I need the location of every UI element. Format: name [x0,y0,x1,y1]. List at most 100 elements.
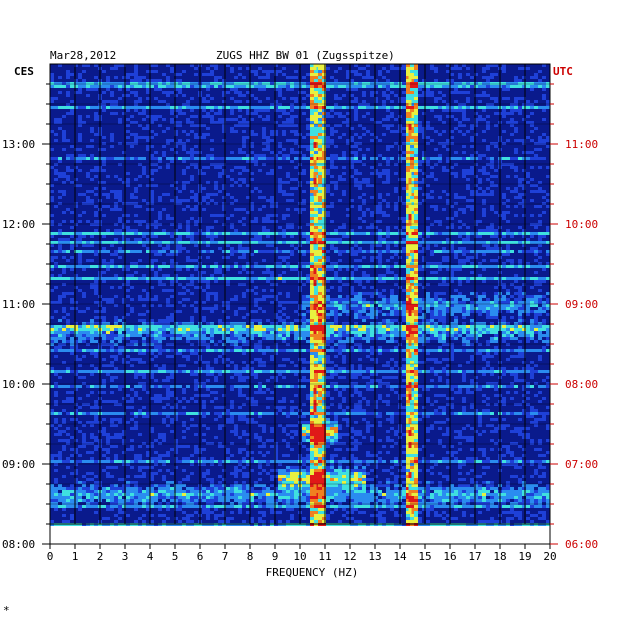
spectrogram-cell [450,298,454,301]
spectrogram-cell [270,325,274,328]
spectrogram-cell [314,202,318,205]
spectrogram-cell [250,331,254,334]
spectrogram-cell [474,106,478,109]
spectrogram-cell [450,331,454,334]
spectrogram-cell [230,241,234,244]
spectrogram-cell [246,328,250,331]
spectrogram-cell [254,187,258,190]
spectrogram-cell [426,121,430,124]
spectrogram-cell [266,136,270,139]
spectrogram-cell [166,142,170,145]
spectrogram-cell [242,181,246,184]
spectrogram-cell [522,325,526,328]
spectrogram-cell [470,166,474,169]
spectrogram-cell [302,253,306,256]
spectrogram-cell [518,106,522,109]
spectrogram-cell [238,244,242,247]
spectrogram-cell [530,328,534,331]
spectrogram-cell [322,226,326,229]
spectrogram-cell [366,85,370,88]
spectrogram-cell [114,250,118,253]
spectrogram-cell [378,265,382,268]
spectrogram-cell [338,112,342,115]
spectrogram-cell [362,256,366,259]
spectrogram-cell [130,262,134,265]
spectrogram-cell [310,85,314,88]
spectrogram-cell [342,232,346,235]
spectrogram-cell [514,322,518,325]
spectrogram-cell [450,67,454,70]
spectrogram-cell [474,193,478,196]
spectrogram-cell [310,319,314,322]
spectrogram-cell [50,334,54,337]
spectrogram-cell [422,301,426,304]
spectrogram-cell [402,64,406,67]
spectrogram-cell [514,280,518,283]
spectrogram-cell [354,106,358,109]
spectrogram-cell [202,166,206,169]
spectrogram-cell [346,325,350,328]
spectrogram-cell [502,325,506,328]
spectrogram-cell [418,307,422,310]
spectrogram-cell [506,229,510,232]
spectrogram-cell [342,151,346,154]
spectrogram-cell [154,325,158,328]
spectrogram-cell [222,82,226,85]
spectrogram-cell [134,250,138,253]
spectrogram-cell [378,196,382,199]
spectrogram-cell [414,271,418,274]
spectrogram-cell [150,106,154,109]
spectrogram-cell [266,244,270,247]
spectrogram-cell [58,232,62,235]
spectrogram-cell [274,154,278,157]
spectrogram-cell [54,310,58,313]
spectrogram-cell [430,64,434,67]
spectrogram-cell [446,82,450,85]
spectrogram-cell [122,151,126,154]
spectrogram-cell [454,118,458,121]
spectrogram-cell [222,172,226,175]
spectrogram-cell [410,265,414,268]
spectrogram-cell [346,88,350,91]
spectrogram-cell [282,241,286,244]
spectrogram-cell [430,322,434,325]
spectrogram-cell [322,214,326,217]
spectrogram-cell [446,328,450,331]
spectrogram-cell [434,325,438,328]
spectrogram-cell [326,124,330,127]
spectrogram-cell [546,298,550,301]
spectrogram-cell [90,154,94,157]
spectrogram-cell [238,151,242,154]
spectrogram-cell [230,169,234,172]
spectrogram-cell [266,328,270,331]
spectrogram-cell [170,223,174,226]
spectrogram-cell [142,274,146,277]
spectrogram-cell [362,301,366,304]
spectrogram-cell [58,241,62,244]
spectrogram-cell [490,76,494,79]
spectrogram-cell [222,124,226,127]
spectrogram-cell [330,241,334,244]
spectrogram-cell [374,226,378,229]
spectrogram-cell [130,106,134,109]
spectrogram-cell [410,253,414,256]
spectrogram-cell [118,178,122,181]
spectrogram-cell [150,172,154,175]
spectrogram-cell [86,232,90,235]
spectrogram-cell [390,277,394,280]
spectrogram-cell [290,106,294,109]
spectrogram-cell [142,127,146,130]
spectrogram-cell [382,157,386,160]
spectrogram-cell [382,124,386,127]
spectrogram-cell [530,250,534,253]
spectrogram-cell [182,232,186,235]
spectrogram-cell [242,124,246,127]
spectrogram-cell [326,256,330,259]
spectrogram-cell [230,97,234,100]
spectrogram-cell [58,319,62,322]
spectrogram-cell [162,331,166,334]
spectrogram-cell [114,64,118,67]
spectrogram-cell [542,133,546,136]
spectrogram-cell [226,91,230,94]
spectrogram-cell [82,331,86,334]
